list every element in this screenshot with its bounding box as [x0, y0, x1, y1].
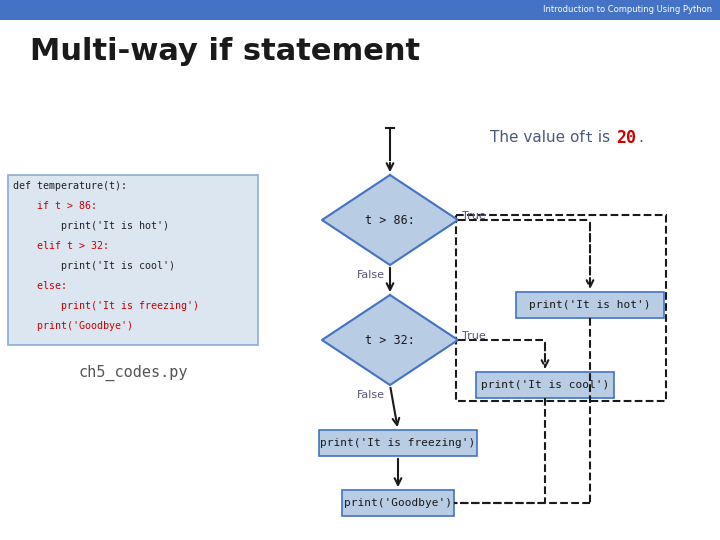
Text: Introduction to Computing Using Python: Introduction to Computing Using Python	[543, 5, 712, 15]
Text: print('It is freezing'): print('It is freezing')	[320, 438, 476, 448]
Text: 20: 20	[616, 129, 636, 147]
FancyBboxPatch shape	[0, 0, 720, 20]
Polygon shape	[322, 295, 458, 385]
Text: False: False	[357, 390, 385, 400]
Text: else:: else:	[13, 281, 67, 291]
Text: True: True	[462, 331, 486, 341]
Text: print('It is cool'): print('It is cool')	[13, 261, 175, 271]
Text: print('It is freezing'): print('It is freezing')	[13, 301, 199, 311]
Polygon shape	[322, 175, 458, 265]
Text: def temperature(t):: def temperature(t):	[13, 181, 127, 191]
Text: elif t > 32:: elif t > 32:	[13, 241, 109, 251]
Text: print('Goodbye'): print('Goodbye')	[13, 321, 133, 331]
Text: t: t	[584, 131, 593, 145]
Text: print('It is hot'): print('It is hot')	[13, 221, 169, 231]
FancyBboxPatch shape	[8, 175, 258, 345]
Text: print('It is hot'): print('It is hot')	[529, 300, 651, 310]
Text: False: False	[357, 270, 385, 280]
Text: print('Goodbye'): print('Goodbye')	[344, 498, 452, 508]
Text: The value of: The value of	[490, 131, 590, 145]
Text: Multi-way if statement: Multi-way if statement	[30, 37, 420, 66]
Text: t > 32:: t > 32:	[365, 334, 415, 347]
FancyBboxPatch shape	[319, 430, 477, 456]
Text: t > 86:: t > 86:	[365, 213, 415, 226]
Text: print('It is cool'): print('It is cool')	[481, 380, 609, 390]
Text: if t > 86:: if t > 86:	[13, 201, 97, 211]
FancyBboxPatch shape	[476, 372, 614, 398]
FancyBboxPatch shape	[516, 292, 664, 318]
Text: .: .	[638, 131, 643, 145]
Text: ch5_codes.py: ch5_codes.py	[78, 365, 188, 381]
Text: is: is	[593, 131, 615, 145]
FancyBboxPatch shape	[342, 490, 454, 516]
Text: True: True	[462, 211, 486, 221]
